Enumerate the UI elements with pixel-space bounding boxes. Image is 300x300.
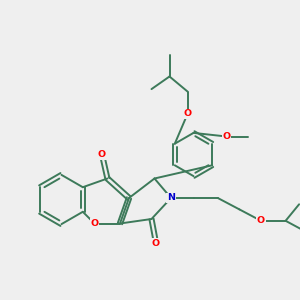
Text: N: N [167, 194, 175, 202]
Text: O: O [222, 132, 231, 141]
Text: O: O [90, 219, 99, 228]
Text: O: O [152, 238, 160, 247]
Text: O: O [98, 150, 106, 159]
Text: O: O [257, 216, 265, 225]
Text: O: O [183, 110, 192, 118]
